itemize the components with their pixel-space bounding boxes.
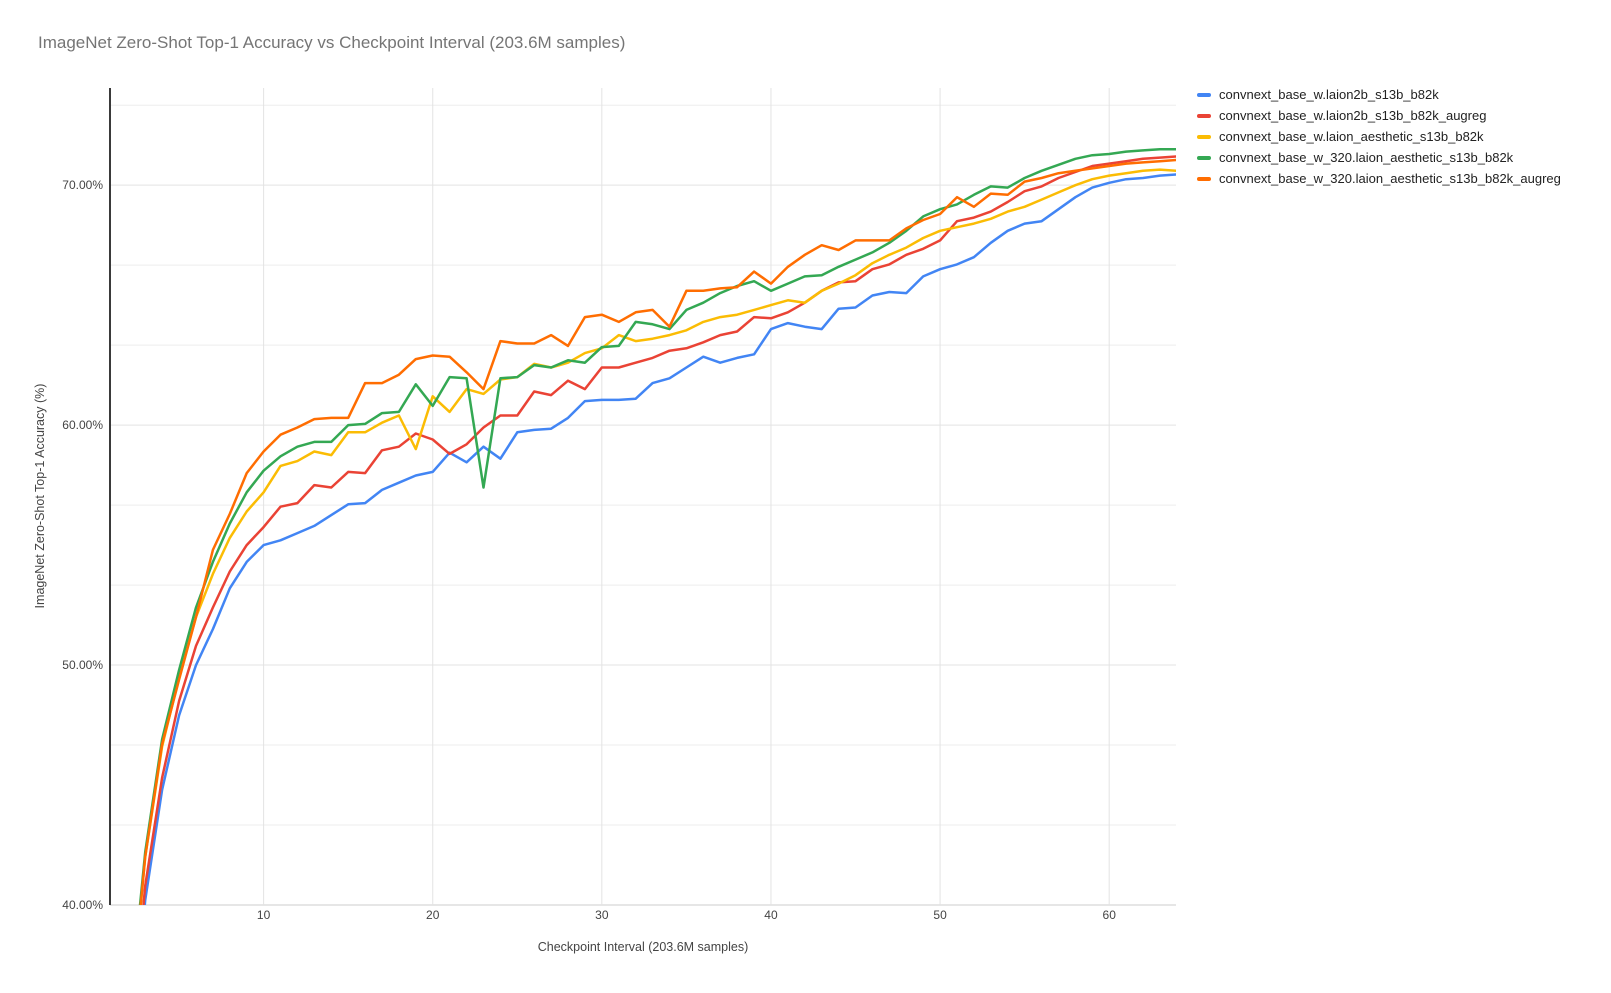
legend-item[interactable]: convnext_base_w_320.laion_aesthetic_s13b… — [1197, 147, 1561, 168]
y-tick-label: 60.00% — [62, 418, 103, 432]
legend-swatch-icon — [1197, 155, 1211, 160]
chart-title: ImageNet Zero-Shot Top-1 Accuracy vs Che… — [38, 33, 626, 52]
legend-swatch-icon — [1197, 92, 1211, 97]
legend-item[interactable]: convnext_base_w.laion2b_s13b_b82k_augreg — [1197, 105, 1561, 126]
series-line-4[interactable] — [128, 158, 1177, 993]
legend-item[interactable]: convnext_base_w.laion2b_s13b_b82k — [1197, 84, 1561, 105]
legend-label: convnext_base_w.laion2b_s13b_b82k — [1219, 87, 1439, 102]
x-tick-label: 20 — [426, 908, 440, 922]
series-line-2[interactable] — [128, 168, 1177, 993]
y-tick-label: 40.00% — [62, 898, 103, 912]
legend-label: convnext_base_w_320.laion_aesthetic_s13b… — [1219, 150, 1514, 165]
x-tick-label: 40 — [764, 908, 778, 922]
legend-swatch-icon — [1197, 113, 1211, 118]
x-tick-label: 30 — [595, 908, 609, 922]
x-axis-title: Checkpoint Interval (203.6M samples) — [538, 940, 749, 954]
y-tick-label: 50.00% — [62, 658, 103, 672]
series-line-3[interactable] — [128, 147, 1177, 993]
y-tick-label: 70.00% — [62, 178, 103, 192]
legend-swatch-icon — [1197, 134, 1211, 139]
x-tick-label: 60 — [1103, 908, 1117, 922]
legend-label: convnext_base_w_320.laion_aesthetic_s13b… — [1219, 171, 1561, 186]
legend-label: convnext_base_w.laion_aesthetic_s13b_b82… — [1219, 129, 1484, 144]
x-tick-label: 10 — [257, 908, 271, 922]
y-axis-title: ImageNet Zero-Shot Top-1 Accuracy (%) — [33, 384, 47, 609]
legend-item[interactable]: convnext_base_w_320.laion_aesthetic_s13b… — [1197, 168, 1561, 189]
x-tick-label: 50 — [933, 908, 947, 922]
series-line-0[interactable] — [128, 173, 1177, 993]
legend-swatch-icon — [1197, 176, 1211, 181]
series-line-1[interactable] — [128, 155, 1177, 993]
legend-item[interactable]: convnext_base_w.laion_aesthetic_s13b_b82… — [1197, 126, 1561, 147]
legend-label: convnext_base_w.laion2b_s13b_b82k_augreg — [1219, 108, 1487, 123]
